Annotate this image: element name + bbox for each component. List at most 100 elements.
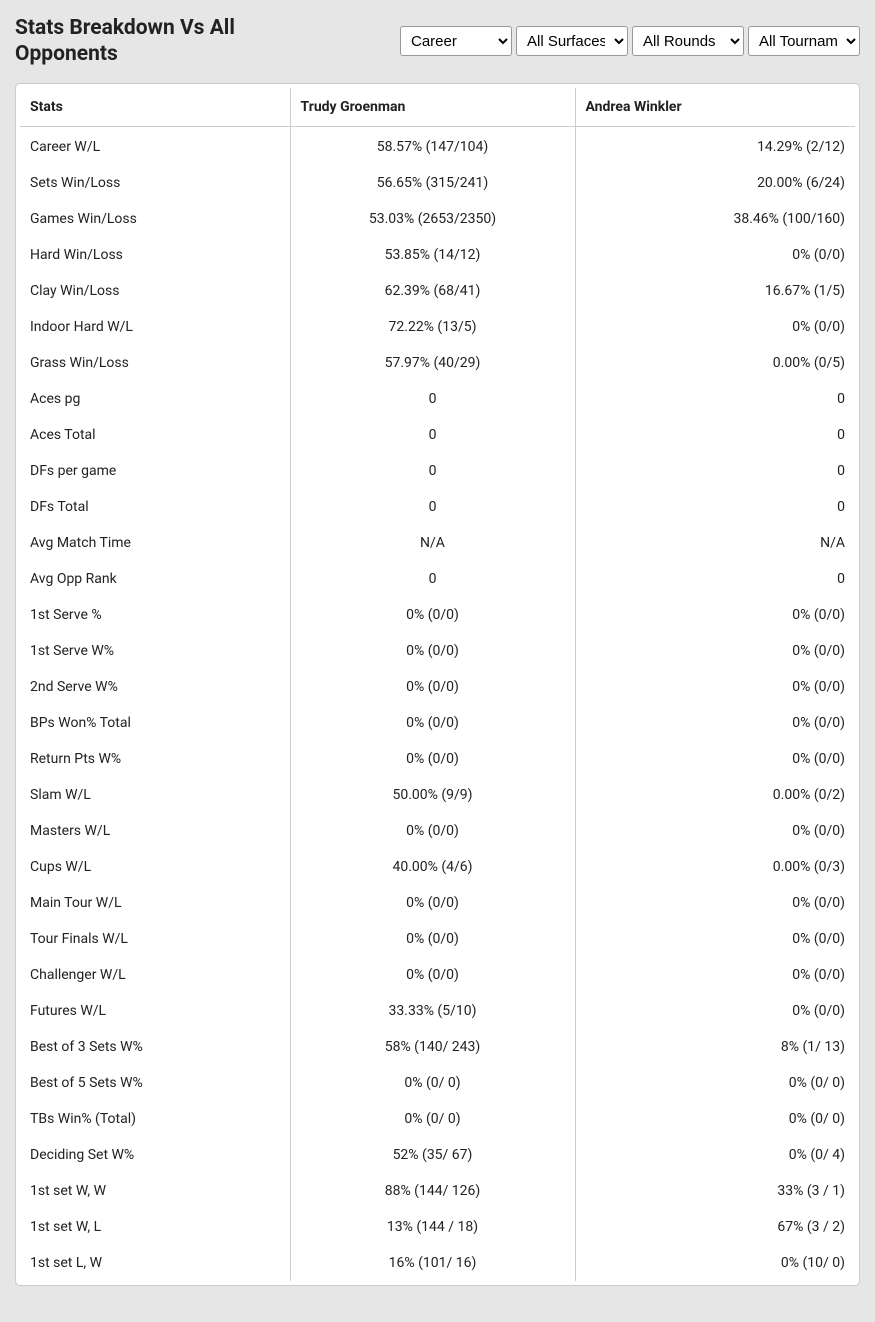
table-row: TBs Win% (Total)0% (0/ 0)0% (0/ 0): [20, 1101, 855, 1137]
table-row: Aces Total00: [20, 417, 855, 453]
player2-value: 0.00% (0/2): [575, 777, 855, 813]
table-row: Hard Win/Loss53.85% (14/12)0% (0/0): [20, 237, 855, 273]
table-row: Best of 3 Sets W%58% (140/ 243)8% (1/ 13…: [20, 1029, 855, 1065]
player2-value: 20.00% (6/24): [575, 165, 855, 201]
player1-value: 50.00% (9/9): [290, 777, 575, 813]
table-row: 1st Serve W%0% (0/0)0% (0/0): [20, 633, 855, 669]
stat-label: 1st set W, L: [20, 1209, 290, 1245]
player1-value: 57.97% (40/29): [290, 345, 575, 381]
header-player1: Trudy Groenman: [290, 88, 575, 127]
player1-value: 0% (0/ 0): [290, 1101, 575, 1137]
player2-value: 0: [575, 489, 855, 525]
stat-label: 1st Serve W%: [20, 633, 290, 669]
player1-value: 0% (0/0): [290, 597, 575, 633]
player1-value: 56.65% (315/241): [290, 165, 575, 201]
player2-value: N/A: [575, 525, 855, 561]
player1-value: 0: [290, 489, 575, 525]
player2-value: 0% (0/0): [575, 813, 855, 849]
stat-label: Futures W/L: [20, 993, 290, 1029]
player1-value: 0: [290, 381, 575, 417]
surface-select[interactable]: All Surfaces: [516, 26, 628, 56]
player1-value: 72.22% (13/5): [290, 309, 575, 345]
table-row: Sets Win/Loss56.65% (315/241)20.00% (6/2…: [20, 165, 855, 201]
table-row: Return Pts W%0% (0/0)0% (0/0): [20, 741, 855, 777]
player2-value: 8% (1/ 13): [575, 1029, 855, 1065]
stat-label: TBs Win% (Total): [20, 1101, 290, 1137]
table-row: DFs Total00: [20, 489, 855, 525]
player2-value: 0% (0/0): [575, 705, 855, 741]
stat-label: Clay Win/Loss: [20, 273, 290, 309]
table-row: Slam W/L50.00% (9/9)0.00% (0/2): [20, 777, 855, 813]
stat-label: 2nd Serve W%: [20, 669, 290, 705]
stat-label: Best of 3 Sets W%: [20, 1029, 290, 1065]
table-header-row: Stats Trudy Groenman Andrea Winkler: [20, 88, 855, 127]
table-row: Deciding Set W%52% (35/ 67)0% (0/ 4): [20, 1137, 855, 1173]
stats-table: Stats Trudy Groenman Andrea Winkler Care…: [20, 88, 855, 1281]
stats-table-wrapper: Stats Trudy Groenman Andrea Winkler Care…: [15, 83, 860, 1286]
stat-label: Avg Match Time: [20, 525, 290, 561]
stat-label: Best of 5 Sets W%: [20, 1065, 290, 1101]
player1-value: 0% (0/0): [290, 813, 575, 849]
tournaments-select[interactable]: All Tournaments: [748, 26, 860, 56]
player2-value: 0% (0/0): [575, 885, 855, 921]
player1-value: 13% (144 / 18): [290, 1209, 575, 1245]
player1-value: 0% (0/0): [290, 633, 575, 669]
table-row: Grass Win/Loss57.97% (40/29)0.00% (0/5): [20, 345, 855, 381]
player2-value: 0% (0/0): [575, 237, 855, 273]
player1-value: 33.33% (5/10): [290, 993, 575, 1029]
player1-value: 0% (0/0): [290, 669, 575, 705]
player1-value: 62.39% (68/41): [290, 273, 575, 309]
stat-label: 1st set W, W: [20, 1173, 290, 1209]
player2-value: 33% (3 / 1): [575, 1173, 855, 1209]
player2-value: 0% (0/ 0): [575, 1101, 855, 1137]
player2-value: 0% (0/0): [575, 741, 855, 777]
player2-value: 0.00% (0/5): [575, 345, 855, 381]
player2-value: 16.67% (1/5): [575, 273, 855, 309]
player1-value: 0% (0/0): [290, 741, 575, 777]
stat-label: DFs Total: [20, 489, 290, 525]
player1-value: 0% (0/0): [290, 885, 575, 921]
player2-value: 14.29% (2/12): [575, 126, 855, 165]
table-row: BPs Won% Total0% (0/0)0% (0/0): [20, 705, 855, 741]
stat-label: DFs per game: [20, 453, 290, 489]
stat-label: Avg Opp Rank: [20, 561, 290, 597]
player2-value: 0: [575, 381, 855, 417]
table-row: Games Win/Loss53.03% (2653/2350)38.46% (…: [20, 201, 855, 237]
stat-label: Aces pg: [20, 381, 290, 417]
table-row: Career W/L58.57% (147/104)14.29% (2/12): [20, 126, 855, 165]
player1-value: 0: [290, 561, 575, 597]
player2-value: 0: [575, 417, 855, 453]
stat-label: Slam W/L: [20, 777, 290, 813]
table-row: Tour Finals W/L0% (0/0)0% (0/0): [20, 921, 855, 957]
stat-label: Career W/L: [20, 126, 290, 165]
player2-value: 0% (0/0): [575, 669, 855, 705]
stat-label: Grass Win/Loss: [20, 345, 290, 381]
period-select[interactable]: Career: [400, 26, 512, 56]
stat-label: 1st Serve %: [20, 597, 290, 633]
stat-label: Hard Win/Loss: [20, 237, 290, 273]
stat-label: Sets Win/Loss: [20, 165, 290, 201]
table-row: Avg Opp Rank00: [20, 561, 855, 597]
stat-label: Challenger W/L: [20, 957, 290, 993]
player2-value: 0: [575, 453, 855, 489]
table-row: 1st set W, L13% (144 / 18)67% (3 / 2): [20, 1209, 855, 1245]
stat-label: Cups W/L: [20, 849, 290, 885]
header-stats: Stats: [20, 88, 290, 127]
stat-label: BPs Won% Total: [20, 705, 290, 741]
player2-value: 0% (0/0): [575, 633, 855, 669]
rounds-select[interactable]: All Rounds: [632, 26, 744, 56]
player1-value: 53.85% (14/12): [290, 237, 575, 273]
table-row: DFs per game00: [20, 453, 855, 489]
table-row: Best of 5 Sets W%0% (0/ 0)0% (0/ 0): [20, 1065, 855, 1101]
stat-label: Return Pts W%: [20, 741, 290, 777]
stat-label: Aces Total: [20, 417, 290, 453]
stat-label: Indoor Hard W/L: [20, 309, 290, 345]
header-player2: Andrea Winkler: [575, 88, 855, 127]
table-row: Clay Win/Loss62.39% (68/41)16.67% (1/5): [20, 273, 855, 309]
player2-value: 0% (0/ 0): [575, 1065, 855, 1101]
player2-value: 0.00% (0/3): [575, 849, 855, 885]
player2-value: 0% (0/0): [575, 597, 855, 633]
table-row: 1st set L, W16% (101/ 16)0% (10/ 0): [20, 1245, 855, 1281]
table-row: Futures W/L33.33% (5/10)0% (0/0): [20, 993, 855, 1029]
player1-value: 0% (0/0): [290, 957, 575, 993]
